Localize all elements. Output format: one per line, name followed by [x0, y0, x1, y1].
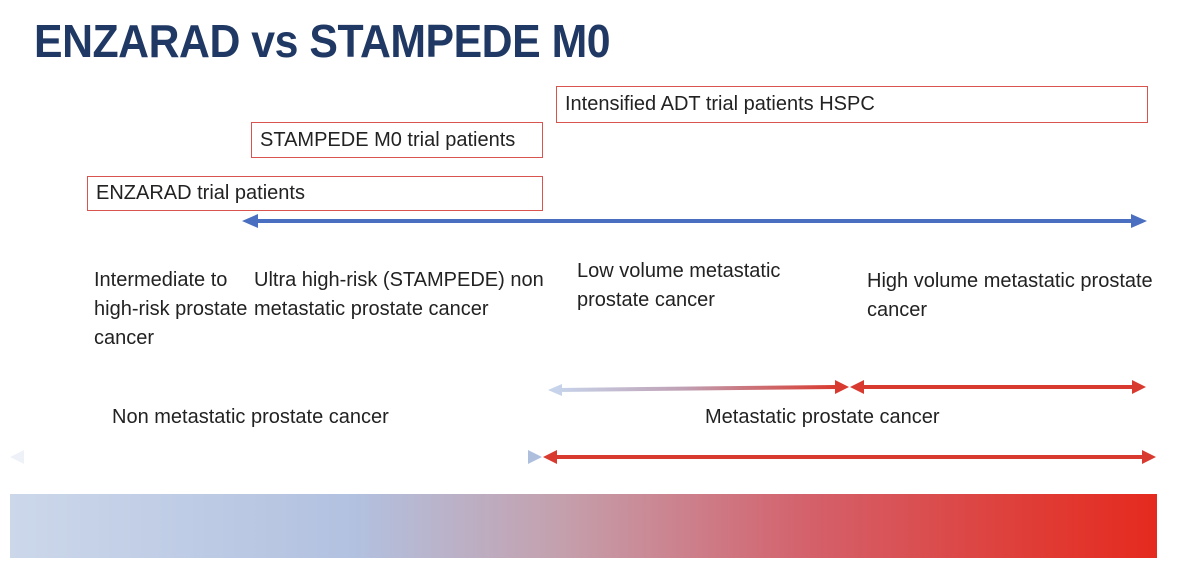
metastatic-label: Metastatic prostate cancer: [705, 406, 940, 428]
enzarad-trial-box: ENZARAD trial patients: [87, 176, 543, 211]
blue-span-arrow: [242, 214, 1147, 228]
low-volume-arrow: [548, 380, 849, 396]
stampede-m0-trial-box: STAMPEDE M0 trial patients: [251, 122, 543, 158]
high-volume-arrow: [850, 380, 1146, 394]
non-metastatic-arrow: [10, 450, 542, 464]
disease-spectrum-gradient-bar: [10, 494, 1157, 558]
non-metastatic-label: Non metastatic prostate cancer: [112, 406, 389, 428]
category-intermediate-high-risk: Intermediate to high-risk prostate cance…: [94, 269, 248, 349]
category-ultra-high-risk: Ultra high-risk (STAMPEDE) non metastati…: [254, 269, 544, 320]
category-low-volume-metastatic: Low volume metastatic prostate cancer: [577, 260, 781, 311]
page-title: ENZARAD vs STAMPEDE M0: [34, 15, 611, 67]
enzarad-trial-label: ENZARAD trial patients: [96, 182, 305, 204]
metastatic-arrow: [543, 450, 1156, 464]
stampede-m0-trial-label: STAMPEDE M0 trial patients: [260, 128, 516, 151]
intensified-adt-trial-label: Intensified ADT trial patients HSPC: [565, 93, 875, 115]
category-high-volume-metastatic: High volume metastatic prostate cancer: [867, 270, 1153, 321]
intensified-adt-trial-box: Intensified ADT trial patients HSPC: [556, 86, 1148, 123]
